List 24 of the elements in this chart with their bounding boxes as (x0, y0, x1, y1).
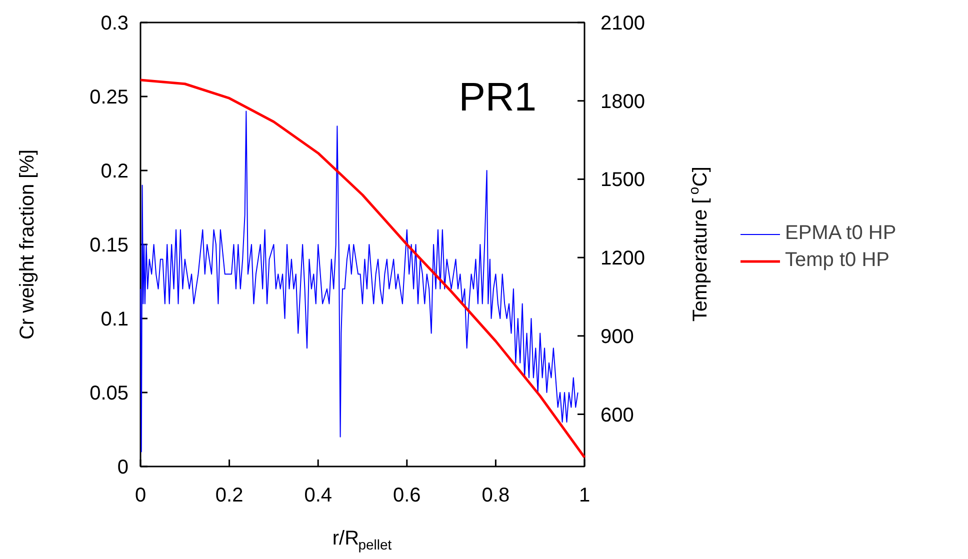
x-tick-label: 0.6 (393, 484, 421, 506)
y2-tick-label: 2100 (600, 12, 645, 34)
y-tick-label: 0.1 (100, 308, 129, 330)
x-tick-label: 0.2 (215, 484, 244, 506)
y-tick-label: 0 (117, 456, 128, 478)
y-axis-title: Cr weight fraction [%] (16, 149, 38, 340)
y-tick-label: 0.15 (90, 234, 129, 256)
y-tick-label: 0.2 (100, 160, 129, 182)
y2-axis-title: Temperature [oC] (686, 166, 712, 322)
x-tick-label: 0.4 (304, 484, 332, 506)
y-tick-label: 0.05 (90, 382, 129, 404)
y2-tick-label: 1500 (600, 169, 645, 192)
x-tick-label: 1 (578, 484, 590, 506)
x-tick-label: 0.8 (482, 484, 510, 506)
y-tick-label: 0.25 (90, 86, 129, 108)
y2-tick-label: 600 (600, 404, 634, 426)
text: PR1 (458, 76, 536, 120)
y2-tick-label: 1800 (600, 90, 645, 113)
y-tick-label: 0.3 (100, 12, 129, 34)
y2-tick-label: 1200 (600, 248, 645, 270)
legend-label: Temp t0 HP (785, 249, 890, 272)
y2-tick-label: 900 (600, 326, 634, 348)
legend-label: EPMA t0 HP (785, 222, 896, 245)
x-tick-label: 0 (134, 484, 146, 506)
